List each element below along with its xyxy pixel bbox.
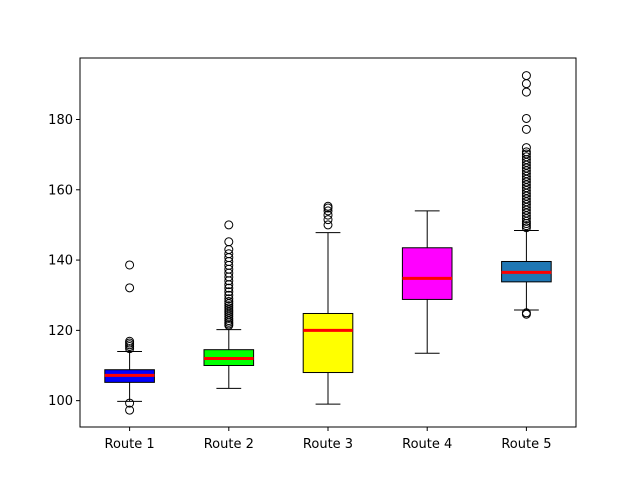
box-group-1 <box>104 260 155 415</box>
outlier-point <box>323 215 333 225</box>
x-tick-label: Route 3 <box>303 437 353 452</box>
y-tick-label: 160 <box>48 183 73 198</box>
box-group-4 <box>401 210 453 354</box>
outlier-point <box>521 149 531 159</box>
outlier-point <box>125 260 135 270</box>
x-tick-label: Route 1 <box>105 437 155 452</box>
y-tick-label: 120 <box>48 324 73 339</box>
outlier-point <box>521 124 531 134</box>
outlier-point <box>125 283 135 293</box>
outlier-point <box>224 301 234 311</box>
outlier-point <box>323 220 333 230</box>
outlier-point <box>521 71 531 81</box>
outlier-point <box>125 405 135 415</box>
box-group-3 <box>302 201 354 405</box>
outlier-point <box>323 201 333 211</box>
outlier-point <box>521 152 531 162</box>
plot-layer <box>104 71 552 415</box>
outlier-point <box>224 220 234 230</box>
y-tick-label: 100 <box>48 394 73 409</box>
box-group-2 <box>203 220 255 389</box>
y-tick-label: 180 <box>48 113 73 128</box>
outlier-point <box>224 290 234 300</box>
outlier-point <box>224 283 234 293</box>
x-tick-label: Route 2 <box>204 437 254 452</box>
box-group-5 <box>501 71 552 319</box>
outlier-point <box>224 237 234 247</box>
outlier-point <box>125 336 135 346</box>
box <box>401 247 453 300</box>
outlier-point <box>521 147 531 157</box>
outlier-point <box>521 308 531 318</box>
outlier-point <box>224 294 234 304</box>
outlier-point <box>224 287 234 297</box>
outlier-point <box>125 344 135 354</box>
x-tick-label: Route 4 <box>402 437 452 452</box>
outlier-point <box>224 303 234 313</box>
outlier-point <box>521 221 531 231</box>
box <box>302 312 354 374</box>
outlier-point <box>521 113 531 123</box>
outlier-point <box>323 210 333 220</box>
outlier-point <box>521 79 531 89</box>
y-tick-label: 140 <box>48 254 73 269</box>
x-tick-label: Route 5 <box>501 437 551 452</box>
outlier-point <box>224 297 234 307</box>
outlier-point <box>521 143 531 153</box>
outlier-point <box>125 398 135 408</box>
outlier-point <box>224 249 234 259</box>
outlier-point <box>521 223 531 233</box>
axes-layer: 100 120 140 160 180 Route 1 Route 2 Route 3 Rout… <box>48 113 551 452</box>
outlier-point <box>323 206 333 216</box>
outlier-point <box>521 87 531 97</box>
